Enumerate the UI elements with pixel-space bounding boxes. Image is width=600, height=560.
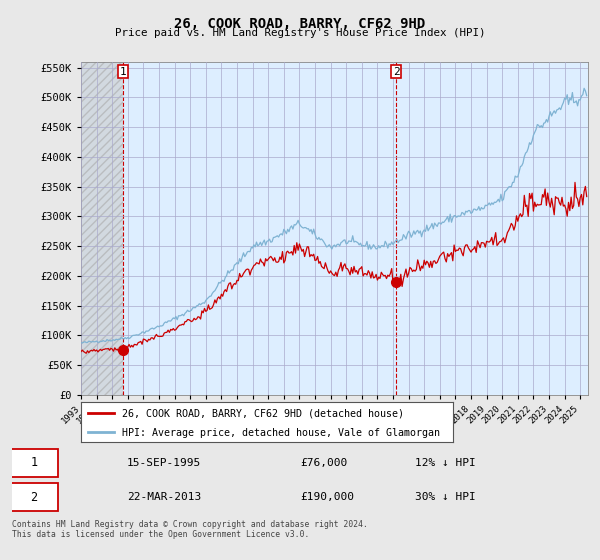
Text: HPI: Average price, detached house, Vale of Glamorgan: HPI: Average price, detached house, Vale… — [122, 428, 440, 438]
Text: 26, COOK ROAD, BARRY, CF62 9HD (detached house): 26, COOK ROAD, BARRY, CF62 9HD (detached… — [122, 408, 404, 418]
Text: 12% ↓ HPI: 12% ↓ HPI — [415, 458, 476, 468]
Text: 2: 2 — [31, 491, 37, 504]
FancyBboxPatch shape — [9, 449, 58, 477]
Text: Price paid vs. HM Land Registry's House Price Index (HPI): Price paid vs. HM Land Registry's House … — [115, 28, 485, 38]
Text: 22-MAR-2013: 22-MAR-2013 — [127, 492, 202, 502]
Text: 1: 1 — [31, 456, 37, 469]
Text: Contains HM Land Registry data © Crown copyright and database right 2024.
This d: Contains HM Land Registry data © Crown c… — [12, 520, 368, 539]
Bar — [81, 62, 123, 395]
Text: £76,000: £76,000 — [300, 458, 347, 468]
FancyBboxPatch shape — [9, 483, 58, 511]
Text: 30% ↓ HPI: 30% ↓ HPI — [415, 492, 476, 502]
Text: 1: 1 — [120, 67, 127, 77]
Text: 2: 2 — [393, 67, 400, 77]
Text: 15-SEP-1995: 15-SEP-1995 — [127, 458, 202, 468]
Text: 26, COOK ROAD, BARRY, CF62 9HD: 26, COOK ROAD, BARRY, CF62 9HD — [175, 17, 425, 31]
Text: £190,000: £190,000 — [300, 492, 354, 502]
